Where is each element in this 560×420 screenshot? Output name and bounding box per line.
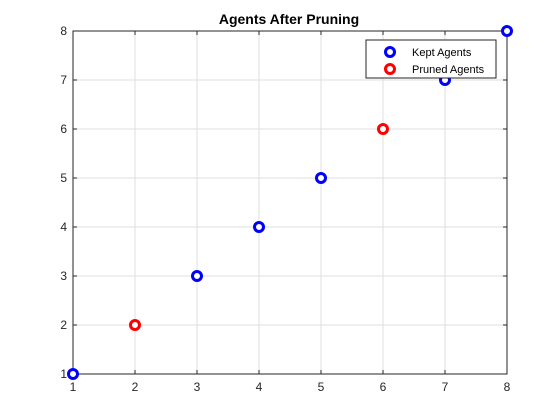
kept-agents-point [253, 221, 265, 233]
y-tick-label: 5 [60, 171, 67, 185]
x-tick-label: 1 [70, 380, 77, 394]
y-tick-label: 2 [60, 318, 67, 332]
y-tick-label: 3 [60, 269, 67, 283]
y-tick-label: 6 [60, 122, 67, 136]
chart-title: Agents After Pruning [219, 11, 359, 27]
legend-label-kept-agents: Kept Agents [412, 47, 472, 59]
kept-agents-point [315, 172, 327, 184]
data-points [67, 25, 513, 380]
legend-marker-kept-agents [384, 46, 396, 58]
y-tick-label: 7 [60, 73, 67, 87]
x-tick-label: 2 [132, 380, 139, 394]
pruned-agents-point [129, 319, 141, 331]
y-tick-label: 4 [60, 220, 67, 234]
x-tick-label: 4 [256, 380, 263, 394]
kept-agents-point [191, 270, 203, 282]
x-tick-label: 7 [442, 380, 449, 394]
kept-agents-point [501, 25, 513, 37]
axis-ticks: 1 2 3 4 5 6 7 8 1 2 3 4 5 6 7 8 [60, 24, 510, 394]
y-tick-label: 1 [60, 367, 67, 381]
pruned-agents-point [377, 123, 389, 135]
kept-agents-point [67, 368, 79, 380]
x-tick-label: 8 [504, 380, 511, 394]
x-tick-label: 6 [380, 380, 387, 394]
x-tick-label: 3 [194, 380, 201, 394]
x-tick-label: 5 [318, 380, 325, 394]
grid [72, 30, 508, 375]
legend: Kept Agents Pruned Agents [365, 39, 497, 79]
legend-label-pruned-agents: Pruned Agents [412, 64, 485, 76]
legend-marker-pruned-agents [384, 63, 396, 75]
y-tick-label: 8 [60, 24, 67, 38]
axes-box [72, 30, 508, 375]
